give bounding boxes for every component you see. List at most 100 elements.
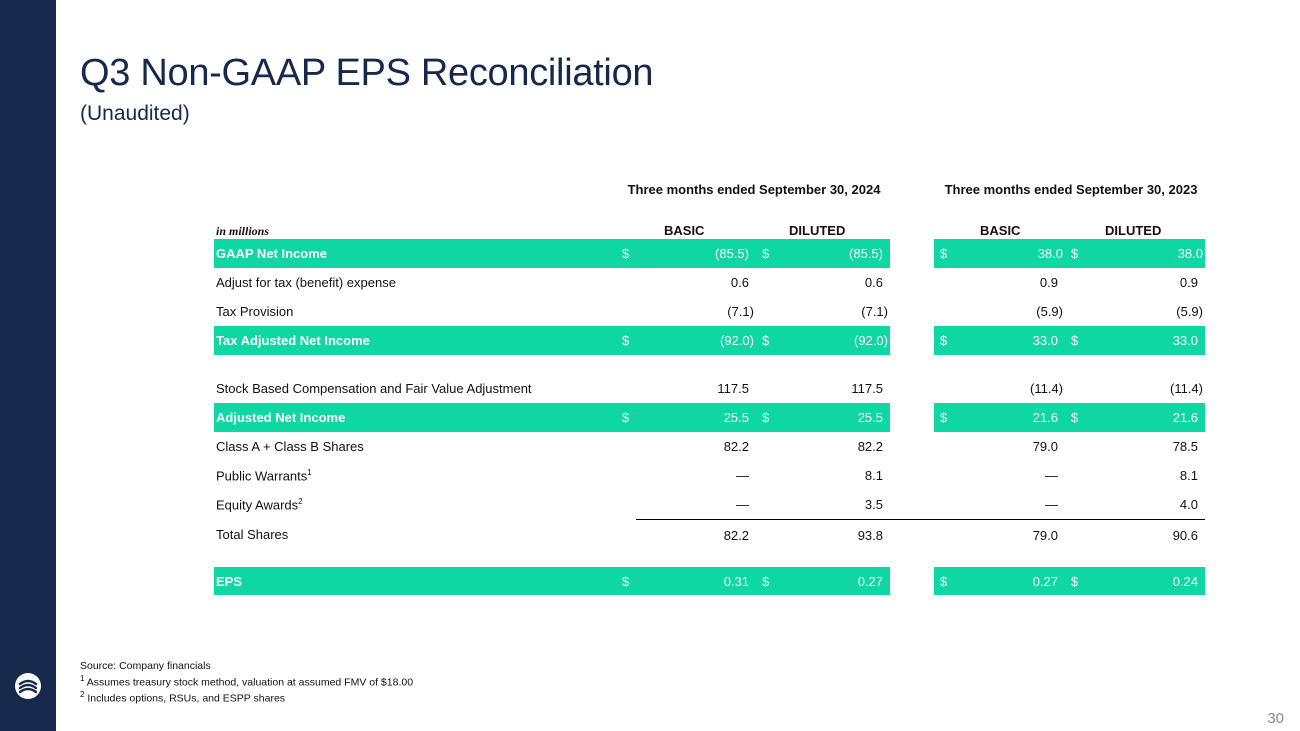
sidebar-bar bbox=[0, 0, 56, 731]
row-label: GAAP Net Income bbox=[214, 239, 616, 268]
currency-symbol: $ bbox=[934, 567, 954, 595]
row-label-text: Public Warrants bbox=[216, 468, 308, 484]
page-subtitle: (Unaudited) bbox=[80, 102, 190, 125]
row-label: EPS bbox=[214, 567, 616, 595]
value-basic-2023: 0.9 bbox=[1039, 275, 1058, 290]
currency-symbol: $ bbox=[616, 567, 636, 595]
row-label: Stock Based Compensation and Fair Value … bbox=[216, 381, 532, 396]
row-label: Class A + Class B Shares bbox=[216, 439, 364, 454]
currency-symbol: $ bbox=[616, 239, 636, 268]
row-label: Tax Adjusted Net Income bbox=[214, 326, 616, 355]
value-basic-2023: 33.0 bbox=[954, 326, 1065, 355]
value-diluted-2023: 33.0 bbox=[1085, 326, 1205, 355]
row-label: Equity Awards2 bbox=[214, 490, 616, 520]
row-label-text: Equity Awards bbox=[216, 497, 299, 513]
footnote-text: Assumes treasury stock method, valuation… bbox=[86, 676, 414, 688]
period-header-2024: Three months ended September 30, 2024 bbox=[627, 182, 881, 197]
column-header-diluted-2024: DILUTED bbox=[789, 223, 846, 238]
value-basic-2024: 82.2 bbox=[723, 527, 749, 543]
column-gap bbox=[890, 326, 934, 355]
value-diluted-2024: 82.2 bbox=[857, 439, 883, 454]
table-row-tax-provision: Tax Provision (7.1) (7.1) (5.9) (5.9) bbox=[214, 297, 1205, 326]
value-basic-2024: (85.5) bbox=[636, 239, 756, 268]
currency-symbol: $ bbox=[1065, 239, 1085, 268]
currency-symbol: $ bbox=[1065, 326, 1085, 355]
value-basic-2024: (92.0) bbox=[636, 326, 756, 355]
table-row-total-shares: Total Shares 82.2 93.8 79.0 90.6 bbox=[214, 520, 1205, 551]
footnotes: Source: Company financials 1 Assumes tre… bbox=[80, 660, 413, 705]
value-diluted-2024: 0.27 bbox=[776, 567, 890, 595]
footnote-marker: 2 bbox=[298, 497, 303, 507]
value-basic-2023: 21.6 bbox=[954, 403, 1065, 432]
value-basic-2024: 0.31 bbox=[636, 567, 756, 595]
footnote-2: 2 Includes options, RSUs, and ESPP share… bbox=[80, 689, 413, 705]
value-basic-2023: 79.0 bbox=[1032, 439, 1058, 454]
currency-symbol: $ bbox=[1065, 567, 1085, 595]
value-diluted-2023: (11.4) bbox=[1170, 381, 1203, 396]
column-header-diluted-2023: DILUTED bbox=[1105, 223, 1162, 238]
currency-symbol: $ bbox=[934, 326, 954, 355]
table-row-public-warrants: Public Warrants1 — 8.1 — 8.1 bbox=[214, 461, 1205, 490]
table-row-gaap-net-income: GAAP Net Income $ (85.5) $ (85.5) $ 38.0… bbox=[214, 239, 1205, 268]
value-basic-2024: — bbox=[736, 468, 749, 483]
table-row-stock-based-compensation: Stock Based Compensation and Fair Value … bbox=[214, 374, 1205, 403]
page-title: Q3 Non-GAAP EPS Reconciliation bbox=[80, 52, 654, 94]
footnote-1: 1 Assumes treasury stock method, valuati… bbox=[80, 673, 413, 689]
currency-symbol: $ bbox=[756, 326, 776, 355]
table-row-equity-awards: Equity Awards2 — 3.5 — 4.0 bbox=[214, 490, 1205, 520]
value-diluted-2024: (7.1) bbox=[861, 304, 888, 319]
value-basic-2024: 117.5 bbox=[717, 381, 749, 396]
currency-symbol: $ bbox=[756, 567, 776, 595]
value-diluted-2024: 3.5 bbox=[776, 490, 890, 520]
value-basic-2023: (5.9) bbox=[1036, 304, 1063, 319]
value-diluted-2023: 4.0 bbox=[1085, 490, 1205, 520]
row-label: Public Warrants1 bbox=[214, 461, 616, 490]
column-gap bbox=[890, 403, 934, 432]
source-note: Source: Company financials bbox=[80, 660, 211, 672]
table-row-eps: EPS $ 0.31 $ 0.27 $ 0.27 $ 0.24 bbox=[214, 567, 1205, 595]
units-label: in millions bbox=[216, 224, 270, 238]
table-row-adjusted-net-income: Adjusted Net Income $ 25.5 $ 25.5 $ 21.6… bbox=[214, 403, 1205, 432]
table-row-tax-adjusted-net-income: Tax Adjusted Net Income $ (92.0) $ (92.0… bbox=[214, 326, 1205, 355]
value-diluted-2024: 117.5 bbox=[851, 381, 883, 396]
column-header-basic-2023: BASIC bbox=[980, 223, 1021, 238]
value-basic-2024: 0.6 bbox=[730, 275, 749, 290]
column-gap bbox=[890, 567, 934, 595]
currency-symbol: $ bbox=[1065, 403, 1085, 432]
row-label: Adjusted Net Income bbox=[214, 403, 616, 432]
footnote-text: Includes options, RSUs, and ESPP shares bbox=[87, 692, 286, 704]
value-basic-2023: — bbox=[954, 490, 1065, 520]
table-spacer-row bbox=[214, 550, 1205, 567]
currency-symbol: $ bbox=[934, 239, 954, 268]
value-basic-2023: 38.0 bbox=[954, 239, 1065, 268]
value-diluted-2023: 21.6 bbox=[1085, 403, 1205, 432]
page-number: 30 bbox=[1267, 710, 1284, 727]
period-header-2023: Three months ended September 30, 2023 bbox=[944, 182, 1198, 197]
value-diluted-2023: 38.0 bbox=[1085, 239, 1205, 268]
currency-symbol: $ bbox=[616, 403, 636, 432]
value-basic-2023: (11.4) bbox=[1030, 381, 1063, 396]
currency-symbol: $ bbox=[756, 239, 776, 268]
table-row-adjust-for-tax: Adjust for tax (benefit) expense 0.6 0.6… bbox=[214, 268, 1205, 297]
value-diluted-2024: (85.5) bbox=[776, 239, 890, 268]
row-label: Total Shares bbox=[216, 527, 289, 543]
eps-reconciliation-table: GAAP Net Income $ (85.5) $ (85.5) $ 38.0… bbox=[214, 239, 1205, 595]
currency-symbol: $ bbox=[616, 326, 636, 355]
value-basic-2023: 79.0 bbox=[1032, 527, 1058, 543]
column-header-basic-2024: BASIC bbox=[664, 223, 705, 238]
currency-symbol: $ bbox=[756, 403, 776, 432]
value-diluted-2024: 25.5 bbox=[776, 403, 890, 432]
value-basic-2024: 25.5 bbox=[636, 403, 756, 432]
value-diluted-2024: (92.0) bbox=[776, 326, 890, 355]
value-basic-2023: 0.27 bbox=[954, 567, 1065, 595]
value-basic-2024: — bbox=[636, 490, 756, 520]
table-row-class-a-b-shares: Class A + Class B Shares 82.2 82.2 79.0 … bbox=[214, 432, 1205, 461]
value-diluted-2023: 90.6 bbox=[1172, 527, 1198, 543]
row-label: Adjust for tax (benefit) expense bbox=[216, 275, 396, 290]
currency-symbol: $ bbox=[934, 403, 954, 432]
value-diluted-2024: 8.1 bbox=[864, 468, 883, 483]
value-diluted-2023: (5.9) bbox=[1176, 304, 1203, 319]
value-diluted-2024: 0.6 bbox=[864, 275, 883, 290]
value-basic-2024: (7.1) bbox=[727, 304, 754, 319]
value-diluted-2024: 93.8 bbox=[857, 527, 883, 543]
